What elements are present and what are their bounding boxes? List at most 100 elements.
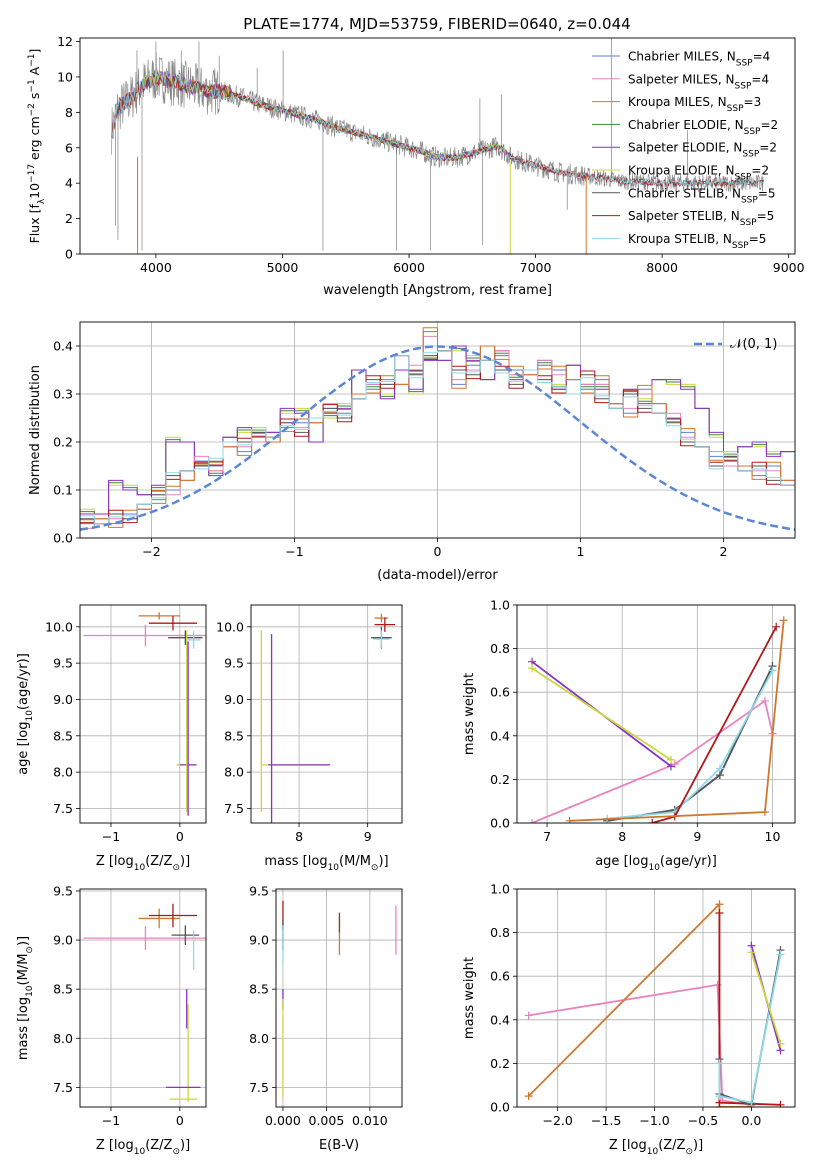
x-tick-label: 0	[434, 544, 442, 559]
x-axis-label: E(B-V)	[319, 1138, 359, 1153]
y-tick-label: 10.0	[45, 619, 73, 634]
massweight-series-line	[718, 954, 782, 1104]
massweight-point-marker	[768, 666, 777, 675]
errorbar-point	[171, 925, 200, 945]
errorbar-point	[373, 630, 390, 648]
errorbar-point	[186, 631, 201, 649]
y-tick-label: 8.5	[53, 982, 73, 997]
x-tick-label: 7000	[520, 260, 552, 275]
massweight-point-marker	[715, 1059, 724, 1068]
x-tick-label: 0.0	[741, 1113, 761, 1128]
massweight-point-marker	[776, 1039, 785, 1048]
y-tick-label: 0.4	[490, 1012, 510, 1027]
y-tick-label: 0.2	[490, 772, 510, 787]
spectrum-plot-area	[111, 38, 764, 254]
massweight-point-marker	[772, 622, 781, 631]
y-tick-label: 0.3	[53, 387, 73, 402]
y-tick-label: 10	[57, 69, 73, 84]
axes-frame	[79, 888, 207, 1108]
x-axis-label: age [log10(age/yr)]	[595, 854, 717, 873]
x-tick-label: −1.0	[639, 1113, 669, 1128]
x-tick-label: −1.5	[591, 1113, 621, 1128]
y-tick-label: 9.5	[53, 656, 73, 671]
panel-spectrum: 4000 5000 6000 7000 8000 9000 0 2 4 6 8 10 12 Chabrie…	[27, 34, 805, 298]
y-tick-label: 0.4	[490, 728, 510, 743]
panel-mass-vs-Z: −1 0 7.5 8.0 8.5 9.0 9.5 Z [log10(Z/Z⊙)] mass [l…	[16, 883, 207, 1157]
y-tick-label: 8.0	[224, 765, 244, 780]
y-tick-label: 8.5	[224, 728, 244, 743]
y-tick-label: 9.5	[249, 883, 269, 898]
normal-curve	[80, 345, 795, 531]
y-tick-label: 7.5	[224, 801, 244, 816]
x-tick-label: 0.005	[309, 1113, 345, 1128]
y-tick-label: 8.0	[249, 1031, 269, 1046]
x-tick-label: 0	[176, 829, 184, 844]
panel-massweight-vs-age: 7 8 9 10 0.0 0.2 0.4 0.6 0.8 1.0 age [log10(age/yr…	[462, 598, 796, 873]
x-axis-label: Z [log10(Z/Z⊙)]	[96, 1138, 190, 1157]
x-tick-label: 9	[693, 829, 701, 844]
panel-residuals: −2 −1 0 1 2 0.0 0.1 0.2 0.3 0.4 𝒩(0, 1) (data-model…	[28, 321, 796, 583]
axes-frame	[275, 888, 403, 1108]
panel-age-vs-Z: −1 0 7.5 8.0 8.5 9.0 9.5 10.0 Z [log10(Z/Z⊙)] age…	[16, 604, 207, 873]
residual-plot-area	[80, 327, 795, 531]
y-tick-label: 8.0	[53, 765, 73, 780]
x-tick-label: 1	[577, 544, 585, 559]
axes-frame	[79, 604, 207, 824]
y-tick-label: 6	[65, 140, 73, 155]
y-axis-label: mass weight	[462, 957, 477, 1039]
y-tick-label: 9.0	[53, 933, 73, 948]
x-tick-label: −2	[142, 544, 160, 559]
legend-label: Chabrier MILES, NSSP=4	[628, 50, 770, 69]
x-tick-label: 7	[543, 829, 551, 844]
legend-label: Salpeter MILES, NSSP=4	[628, 72, 769, 91]
errorbar-plot-area	[83, 612, 206, 816]
legend-label: Kroupa MILES, NSSP=3	[628, 95, 761, 114]
x-tick-label: 10	[765, 829, 781, 844]
massweight-point-marker	[524, 1092, 533, 1101]
massweight-point-marker	[524, 1011, 533, 1020]
x-axis-label: Z [log10(Z/Z⊙)]	[609, 1138, 703, 1157]
y-axis-label: age [log10(age/yr)]	[16, 653, 35, 775]
x-tick-label: 0	[176, 1113, 184, 1128]
y-axis-label: Flux [fλ10−17 erg cm−2 s−1 A−1]	[27, 49, 47, 244]
spectrum-legend: Chabrier MILES, NSSP=4 Salpeter MILES, NS…	[592, 50, 778, 251]
y-tick-label: 12	[57, 34, 73, 49]
y-tick-label: 9.0	[249, 933, 269, 948]
massweight-point-marker	[648, 819, 657, 823]
y-tick-label: 1.0	[490, 882, 510, 897]
massweight-series-line	[750, 951, 782, 1045]
legend-label: 𝒩(0, 1)	[730, 337, 777, 352]
x-tick-label: 2	[720, 544, 728, 559]
y-tick-label: 10.0	[216, 619, 244, 634]
massweight-point-marker	[715, 900, 724, 909]
x-axis-label: Z [log10(Z/Z⊙)]	[96, 854, 190, 873]
y-axis-label: mass weight	[462, 673, 477, 755]
y-tick-label: 9.0	[224, 692, 244, 707]
y-tick-label: 0.0	[490, 816, 510, 831]
x-tick-label: 8000	[646, 260, 678, 275]
x-tick-label: −1	[102, 1113, 120, 1128]
x-axis-label: wavelength [Angstrom, rest frame]	[323, 283, 552, 298]
axes-frame	[79, 321, 796, 539]
legend-label: Kroupa ELODIE, NSSP=2	[628, 164, 769, 183]
errorbar-plot-area	[260, 613, 396, 823]
legend-label: Kroupa STELIB, NSSP=5	[628, 232, 766, 251]
panel-age-vs-mass: 8 9 7.5 8.0 8.5 9.0 9.5 10.0 mass [log10(M/M⊙)]	[216, 604, 403, 873]
y-axis-label: mass [log10(M/M⊙)]	[16, 936, 35, 1060]
x-tick-label: −1	[285, 544, 303, 559]
figure-title: PLATE=1774, MJD=53759, FIBERID=0640, z=0…	[243, 15, 630, 33]
y-tick-label: 8.5	[53, 728, 73, 743]
y-tick-label: 0	[65, 247, 73, 262]
x-tick-label: −2.0	[543, 1113, 573, 1128]
axes-frame	[516, 888, 796, 1108]
massweight-point-marker	[667, 755, 676, 764]
y-tick-label: 2	[65, 211, 73, 226]
x-tick-label: −1	[102, 829, 120, 844]
spectrum-data-line	[111, 52, 764, 193]
y-tick-label: 0.6	[490, 685, 510, 700]
massweight-point-marker	[779, 616, 788, 625]
errorbar-point	[374, 617, 396, 632]
legend-label: Chabrier STELIB, NSSP=5	[628, 186, 776, 205]
x-axis-label: (data-model)/error	[377, 568, 498, 583]
